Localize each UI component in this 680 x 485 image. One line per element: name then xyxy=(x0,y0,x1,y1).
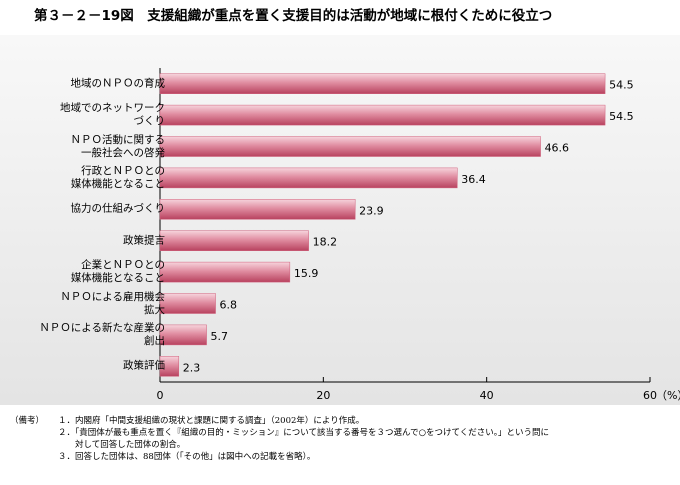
y-tick-label: 地域でのネットワーク づくり xyxy=(60,102,165,128)
x-tick-label: 60 xyxy=(643,389,657,402)
x-tick-label: 40 xyxy=(480,389,494,402)
bar xyxy=(159,73,606,94)
x-unit: （%） xyxy=(656,389,680,402)
y-tick-label: 行政とＮＰＯとの 媒体機能となること xyxy=(70,164,165,190)
value-label: 54.5 xyxy=(609,79,634,92)
value-label: 23.9 xyxy=(359,204,384,217)
notes-label: （備考） xyxy=(10,416,45,426)
panel xyxy=(0,35,680,405)
chart-title: 第３－２－19図 支援組織が重点を置く支援目的は活動が地域に根付くために役立つ xyxy=(34,8,553,24)
note: １．内閣府「中間支援組織の現状と課題に関する調査」（2002年）により作成。 xyxy=(58,416,365,426)
bar xyxy=(159,261,291,283)
bar xyxy=(159,230,309,251)
y-tick-label: 政策提言 xyxy=(123,234,165,247)
y-tick-label: 政策評価 xyxy=(123,359,165,372)
y-tick-label: 地域のＮＰＯの育成 xyxy=(70,77,166,90)
y-tick-label: 企業とＮＰＯとの 媒体機能となること xyxy=(70,259,165,285)
bar xyxy=(159,199,356,220)
value-label: 18.2 xyxy=(313,236,338,249)
notes: （備考） １．内閣府「中間支援組織の現状と課題に関する調査」（2002年）により… xyxy=(10,415,549,463)
x-tick-label: 20 xyxy=(316,389,330,402)
bar xyxy=(159,356,180,377)
value-label: 6.8 xyxy=(220,299,238,312)
value-label: 15.9 xyxy=(294,267,319,280)
bar xyxy=(159,136,541,157)
x-tick-label: 0 xyxy=(157,389,164,402)
value-label: 46.6 xyxy=(545,142,570,155)
value-label: 5.7 xyxy=(211,330,229,343)
note: ２．「貴団体が最も重点を置く『組織の目的・ミッション』について該当する番号を３つ… xyxy=(58,428,549,450)
bar xyxy=(159,104,606,126)
y-tick-label: ＮＰＯ活動に関する 一般社会への啓発 xyxy=(70,133,166,159)
value-label: 36.4 xyxy=(461,173,486,186)
y-tick-label: ＮＰＯによる新たな産業の 創出 xyxy=(39,321,165,347)
bar xyxy=(159,293,216,314)
note: ３．回答した団体は、88団体（「その他」は図中への記載を省略）。 xyxy=(58,452,316,462)
value-label: 54.5 xyxy=(609,110,634,123)
bar xyxy=(159,167,458,189)
bar xyxy=(159,324,207,346)
y-tick-label: ＮＰＯによる雇用機会 拡大 xyxy=(60,290,165,316)
value-label: 2.3 xyxy=(183,361,201,374)
y-tick-label: 協力の仕組みづくり xyxy=(70,202,166,215)
